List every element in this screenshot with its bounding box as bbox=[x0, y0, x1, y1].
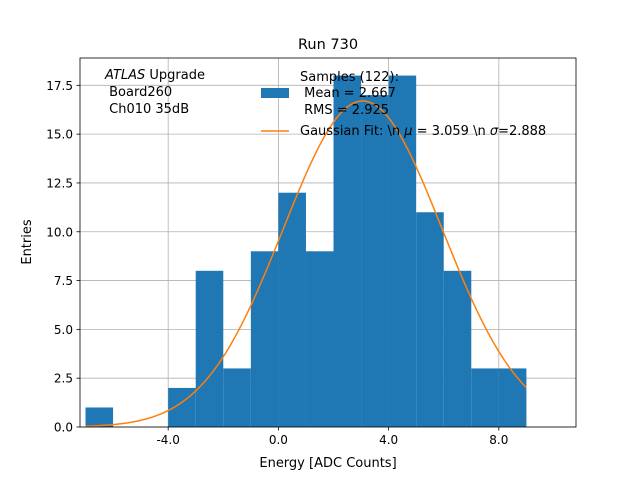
x-tick-label: -4.0 bbox=[156, 433, 179, 447]
annotation-text: ATLAS Upgrade Board260 Ch010 35dB bbox=[104, 68, 205, 117]
legend-fit-part-2: = 3.059 \n bbox=[413, 124, 490, 139]
legend-fit-mu-symbol: μ bbox=[403, 124, 412, 139]
x-axis-ticks: -4.0 0.0 4.0 8.0 bbox=[156, 427, 508, 447]
gaussian-fit-curve-group bbox=[85, 100, 527, 427]
histogram-bar bbox=[416, 212, 444, 427]
y-axis-ticks: 0.0 2.5 5.0 7.5 10.0 12.5 15.0 17.5 bbox=[46, 79, 80, 435]
gaussian-fit-curve bbox=[85, 100, 527, 427]
histogram-bars bbox=[85, 75, 527, 428]
plot-frame bbox=[79, 57, 577, 428]
legend-hist-line-2: Mean = 2.667 bbox=[300, 86, 396, 101]
histogram-bar bbox=[443, 270, 472, 427]
annotation-title: ATLAS Upgrade bbox=[104, 68, 205, 83]
histogram-bar bbox=[333, 75, 362, 428]
y-tick-label: 2.5 bbox=[54, 372, 73, 386]
histogram-bar bbox=[471, 368, 499, 427]
annotation-experiment: ATLAS bbox=[104, 68, 145, 83]
y-tick-label: 10.0 bbox=[46, 225, 73, 239]
histogram-bar bbox=[195, 270, 224, 427]
y-tick-label: 0.0 bbox=[54, 421, 73, 435]
histogram-bar bbox=[388, 75, 417, 428]
histogram-bar bbox=[305, 251, 334, 427]
legend: Samples (122): Mean = 2.667 RMS = 2.925 … bbox=[261, 70, 546, 139]
y-axis-label: Entries bbox=[20, 219, 35, 265]
x-tick-label: 4.0 bbox=[379, 433, 398, 447]
y-tick-label: 12.5 bbox=[46, 176, 73, 190]
y-tick-label: 17.5 bbox=[46, 79, 73, 93]
legend-fit-sigma-symbol: σ bbox=[490, 124, 499, 139]
annotation-channel: Ch010 35dB bbox=[105, 102, 189, 117]
histogram-bar bbox=[223, 368, 251, 427]
legend-hist-line-1: Samples (122): bbox=[300, 70, 399, 85]
legend-hist-line-3: RMS = 2.925 bbox=[300, 103, 389, 118]
histogram-bar bbox=[498, 368, 527, 427]
y-tick-label: 5.0 bbox=[54, 323, 73, 337]
chart-title: Run 730 bbox=[298, 37, 358, 53]
histogram-bar bbox=[278, 192, 306, 427]
annotation-board: Board260 bbox=[105, 85, 172, 100]
histogram-bar bbox=[250, 251, 279, 427]
legend-fit-label: Gaussian Fit: \n μ = 3.059 \n σ=2.888 bbox=[300, 124, 546, 139]
histogram-bar bbox=[85, 407, 114, 427]
annotation-experiment-suffix: Upgrade bbox=[145, 68, 205, 83]
legend-fit-part-1: Gaussian Fit: \n bbox=[300, 124, 404, 139]
x-tick-label: 8.0 bbox=[489, 433, 508, 447]
histogram-bar bbox=[361, 95, 389, 427]
legend-hist-swatch bbox=[261, 88, 289, 98]
x-axis-label: Energy [ADC Counts] bbox=[259, 456, 396, 471]
y-tick-label: 7.5 bbox=[54, 274, 73, 288]
y-tick-label: 15.0 bbox=[46, 128, 73, 142]
legend-fit-part-3: =2.888 bbox=[498, 124, 546, 139]
x-tick-label: 0.0 bbox=[269, 433, 288, 447]
